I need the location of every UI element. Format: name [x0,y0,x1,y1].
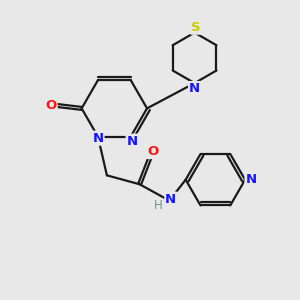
Text: N: N [189,82,200,95]
Text: S: S [191,21,201,34]
Text: N: N [245,173,256,186]
Text: N: N [127,135,138,148]
Text: H: H [154,199,162,212]
Text: N: N [165,193,176,206]
Text: O: O [147,145,159,158]
Text: O: O [45,99,57,112]
Text: N: N [92,132,104,145]
